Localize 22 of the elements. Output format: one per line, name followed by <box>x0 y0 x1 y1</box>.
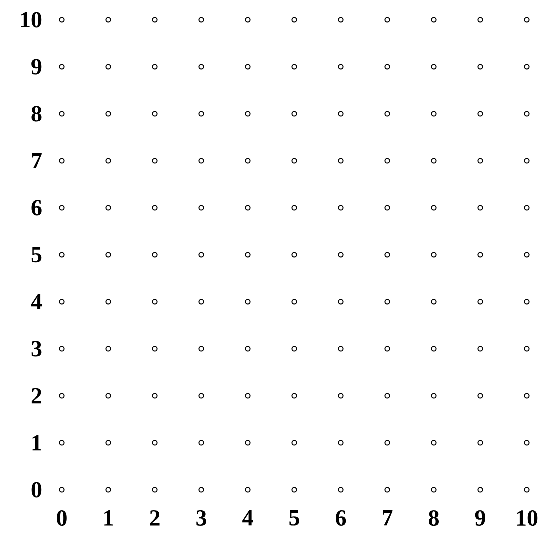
x-tick-label: 2 <box>150 510 160 526</box>
y-tick-label: 3 <box>32 341 42 357</box>
y-tick-label: 1 <box>32 435 42 451</box>
y-tick-label: 4 <box>31 294 42 310</box>
x-tick-label: 5 <box>290 510 300 526</box>
y-tick-label: 5 <box>32 247 42 263</box>
x-tick-label: 8 <box>429 510 439 526</box>
y-tick-label: 6 <box>32 200 42 216</box>
x-tick-label: 4 <box>242 510 254 526</box>
y-tick-label: 0 <box>32 482 42 498</box>
y-tick-label: 8 <box>32 106 42 122</box>
y-tick-label: 9 <box>32 59 42 75</box>
y-tick-label: 7 <box>32 153 42 169</box>
x-tick-label: 9 <box>475 510 486 526</box>
x-tick-label: 10 <box>517 510 538 526</box>
y-tick-label: 2 <box>32 388 42 404</box>
x-tick-label: 6 <box>336 510 346 526</box>
y-tick-label: 10 <box>21 12 42 28</box>
x-tick-label: 3 <box>196 510 206 526</box>
x-tick-label: 7 <box>383 510 393 526</box>
x-tick-label: 1 <box>104 510 114 526</box>
x-tick-label: 0 <box>57 510 67 526</box>
